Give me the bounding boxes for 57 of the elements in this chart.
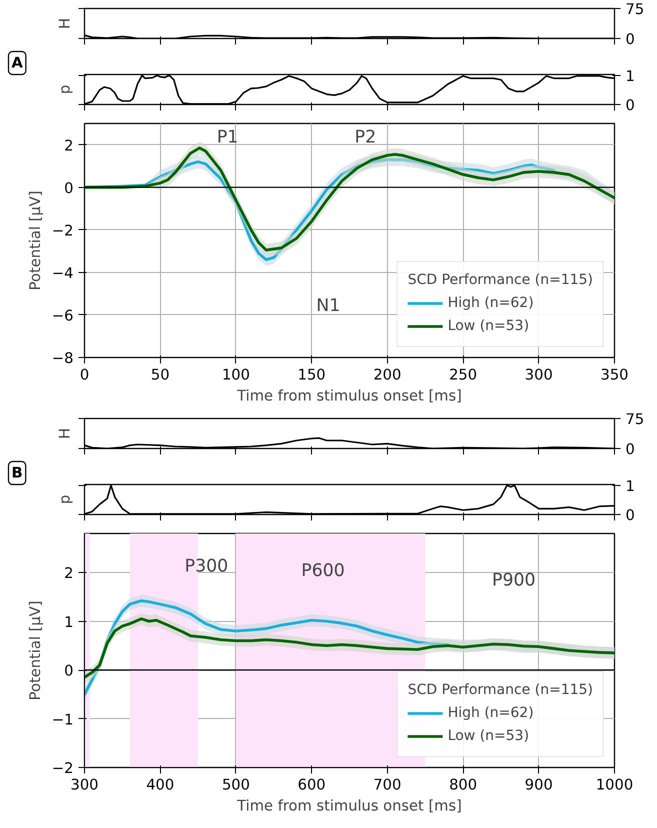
annotation: P900	[492, 570, 536, 590]
x-tick-label: 250	[449, 366, 478, 384]
legend-title: SCD Performance (n=115)	[408, 682, 593, 698]
y-axis-title: H	[56, 18, 74, 30]
y-tick-label: 1	[626, 478, 635, 495]
y-tick-label: 75	[626, 411, 644, 428]
x-tick-label: 600	[298, 776, 326, 794]
annotation: P600	[301, 560, 345, 581]
y-tick-label: −1	[52, 711, 74, 728]
x-tick-label: 300	[524, 366, 553, 384]
y-tick-label: −2	[52, 760, 74, 777]
x-tick-label: 900	[524, 776, 553, 794]
y-tick-label: −4	[52, 264, 74, 282]
x-tick-label: 700	[373, 776, 402, 794]
y-tick-label: 1	[626, 68, 635, 85]
x-axis-title: Time from stimulus onset [ms]	[236, 798, 462, 814]
legend-title: SCD Performance (n=115)	[408, 272, 593, 288]
x-tick-label: 150	[298, 366, 326, 384]
y-tick-label: 0	[626, 97, 635, 114]
x-axis-title: Time from stimulus onset [ms]	[236, 388, 462, 404]
legend-label: Low (n=53)	[448, 728, 530, 744]
y-tick-label: 0	[626, 507, 635, 524]
x-tick-label: 400	[146, 776, 174, 794]
x-tick-label: 100	[222, 366, 250, 384]
x-tick-label: 1000	[596, 776, 634, 794]
y-axis-title: Potential [μV]	[26, 190, 44, 290]
y-tick-label: 2	[64, 137, 74, 154]
x-tick-label: 50	[150, 366, 170, 384]
y-tick-label: 0	[626, 441, 635, 458]
annotation: N1	[316, 296, 340, 316]
annotation: P300	[184, 556, 228, 576]
y-tick-label: 0	[626, 31, 635, 48]
y-axis-title: p	[56, 494, 74, 504]
text: B	[12, 464, 23, 482]
x-tick-label: 500	[222, 776, 250, 794]
text: A	[12, 54, 24, 72]
y-tick-label: −6	[52, 307, 74, 324]
x-tick-label: 350	[600, 366, 628, 384]
y-tick-label: −8	[52, 350, 74, 367]
y-tick-label: 2	[64, 565, 74, 582]
y-axis-title: Potential [μV]	[26, 600, 44, 700]
legend-label: Low (n=53)	[448, 318, 530, 334]
y-axis-title: p	[56, 84, 74, 94]
x-tick-label: 0	[80, 366, 90, 384]
y-tick-label: 1	[64, 614, 74, 631]
y-tick-label: 0	[64, 662, 74, 680]
x-tick-label: 800	[449, 776, 478, 794]
legend-label: High (n=62)	[448, 295, 534, 311]
annotation: P2	[354, 128, 376, 148]
x-tick-label: 300	[70, 776, 98, 794]
y-tick-label: −2	[52, 222, 74, 240]
annotation: P1	[216, 128, 238, 148]
y-tick-label: 0	[64, 180, 74, 197]
x-tick-label: 200	[373, 366, 402, 384]
y-tick-label: 75	[626, 1, 644, 18]
legend-label: High (n=62)	[448, 705, 534, 721]
y-axis-title: H	[56, 428, 74, 440]
